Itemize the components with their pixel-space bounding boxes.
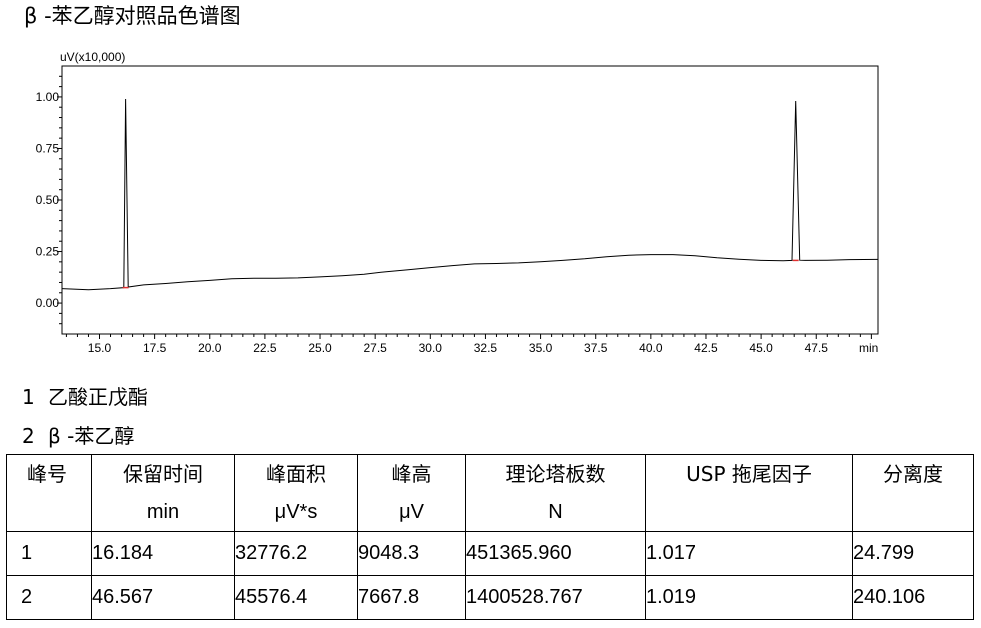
table-cell: 46.567 bbox=[91, 575, 235, 620]
peak-marks bbox=[122, 259, 799, 289]
plot-frame bbox=[61, 65, 879, 335]
table-row: 2 46.567 45576.4 7667.8 1400528.767 1.01… bbox=[6, 575, 974, 620]
x-tick-label: 37.5 bbox=[584, 341, 608, 355]
peak-list-item: 2 β -苯乙醇 bbox=[22, 424, 134, 448]
x-tick-label: 22.5 bbox=[253, 341, 277, 355]
series-group bbox=[61, 98, 879, 291]
peak-list-number: 2 bbox=[22, 424, 35, 448]
table-cell: 2 bbox=[6, 575, 92, 620]
peak-list-name: 乙酸正戊酯 bbox=[48, 385, 148, 409]
table-cell: 1.019 bbox=[645, 575, 853, 620]
table-cell: 9048.3 bbox=[357, 531, 466, 576]
x-tick-label: 32.5 bbox=[474, 341, 498, 355]
peak-list-item: 1 乙酸正戊酯 bbox=[22, 385, 148, 409]
y-unit-label: uV(x10,000) bbox=[60, 50, 125, 64]
x-tick-label: 27.5 bbox=[363, 341, 387, 355]
column-header: 保留时间 min bbox=[91, 454, 235, 532]
y-tick-label: 0.50 bbox=[36, 193, 60, 207]
x-axis: 15.0 17.5 20.0 22.5 25.0 27.5 30.0 32.5 35.0 37.5… bbox=[65, 334, 872, 355]
peak-list-name: β -苯乙醇 bbox=[48, 424, 135, 448]
y-tick-label: 0.75 bbox=[36, 141, 60, 155]
y-tick-label: 1.00 bbox=[36, 90, 60, 104]
results-table: 峰号 保留时间 min 峰面积 μV*s 峰高 μV 理论塔板数 N USP 拖尾因子 … bbox=[6, 454, 974, 620]
chromatogram-trace bbox=[61, 98, 879, 291]
column-header: 峰面积 μV*s bbox=[234, 454, 358, 532]
table-row: 1 16.184 32776.2 9048.3 451365.960 1.017… bbox=[6, 531, 974, 576]
x-tick-label: 42.5 bbox=[694, 341, 718, 355]
x-tick-label: 40.0 bbox=[639, 341, 663, 355]
table-cell: 1400528.767 bbox=[465, 575, 646, 620]
column-header: 分离度 bbox=[852, 454, 974, 532]
y-tick-label: 0.25 bbox=[36, 245, 60, 259]
table-cell: 240.106 bbox=[852, 575, 974, 620]
column-header: 峰高 μV bbox=[357, 454, 466, 532]
x-unit-label: min bbox=[859, 341, 878, 355]
table-cell: 45576.4 bbox=[234, 575, 358, 620]
table-cell: 451365.960 bbox=[465, 531, 646, 576]
page-title: β -苯乙醇对照品色谱图 bbox=[24, 4, 241, 28]
x-tick-label: 17.5 bbox=[143, 341, 167, 355]
x-tick-label: 47.5 bbox=[805, 341, 829, 355]
table-cell: 16.184 bbox=[91, 531, 235, 576]
column-header: USP 拖尾因子 bbox=[645, 454, 853, 532]
table-cell: 7667.8 bbox=[357, 575, 466, 620]
peak-list-number: 1 bbox=[22, 385, 35, 409]
column-header: 理论塔板数 N bbox=[465, 454, 646, 532]
chromatogram-chart: 0.00 0.25 0.50 0.75 1.00 15.0 17.5 20.0 22.5 25.… bbox=[36, 50, 879, 355]
y-tick-label: 0.00 bbox=[36, 296, 60, 310]
x-tick-label: 45.0 bbox=[749, 341, 773, 355]
column-header: 峰号 bbox=[6, 454, 92, 532]
y-axis: 0.00 0.25 0.50 0.75 1.00 bbox=[36, 75, 62, 325]
table-cell: 1.017 bbox=[645, 531, 853, 576]
x-tick-label: 30.0 bbox=[419, 341, 443, 355]
table-cell: 1 bbox=[6, 531, 92, 576]
x-tick-label: 35.0 bbox=[529, 341, 553, 355]
x-tick-label: 20.0 bbox=[198, 341, 222, 355]
table-cell: 32776.2 bbox=[234, 531, 358, 576]
x-tick-label: 15.0 bbox=[88, 341, 112, 355]
x-tick-label: 25.0 bbox=[308, 341, 332, 355]
table-header-row: 峰号 保留时间 min 峰面积 μV*s 峰高 μV 理论塔板数 N USP 拖尾因子 … bbox=[6, 454, 974, 532]
table-cell: 24.799 bbox=[852, 531, 974, 576]
